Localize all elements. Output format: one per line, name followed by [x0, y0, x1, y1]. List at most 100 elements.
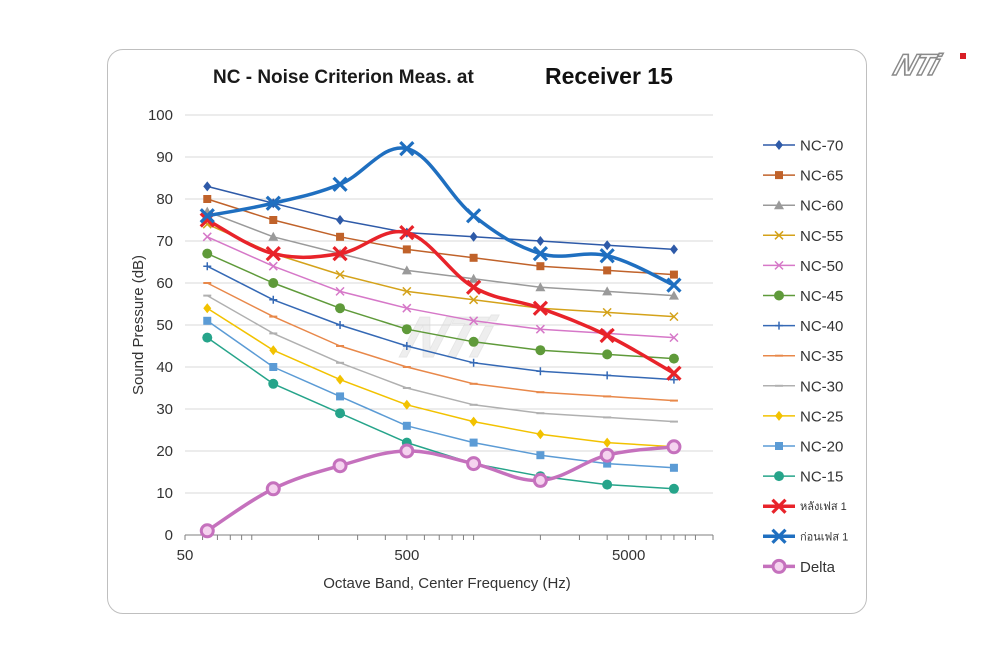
- series-13-line: [206, 146, 675, 287]
- series-14-point: [666, 439, 682, 455]
- series-1-point: [669, 270, 678, 279]
- series-10-point: [203, 316, 212, 325]
- series-1-point: [536, 262, 545, 271]
- series-3-point: [335, 270, 345, 280]
- legend-label: NC-65: [800, 168, 843, 185]
- legend-label: NC-35: [800, 348, 843, 365]
- legend-label: NC-70: [800, 138, 843, 155]
- series-10-point: [669, 463, 678, 472]
- series-13-point: [465, 208, 482, 224]
- series-10-point: [536, 451, 545, 460]
- series-2-point: [468, 273, 479, 283]
- series-2-point: [535, 282, 546, 292]
- series-12-point: [332, 245, 348, 262]
- y-tick-label: 70: [156, 233, 173, 250]
- series-6-point: [669, 375, 678, 384]
- series-13-point: [399, 140, 415, 157]
- series-7-line: [206, 282, 674, 402]
- chart-title-receiver: Receiver 15: [545, 63, 673, 89]
- series-12-point: [399, 224, 415, 241]
- legend-swatch-marker: [774, 260, 784, 270]
- series-13-point: [666, 277, 682, 293]
- series-10: [203, 316, 678, 472]
- series-8-line: [206, 294, 674, 423]
- x-axis-label: Octave Band, Center Frequency (Hz): [323, 575, 571, 592]
- series-1-line: [207, 198, 674, 276]
- series-12-point: [265, 245, 281, 262]
- series-3-point: [469, 295, 479, 305]
- series-12-line: [206, 218, 675, 375]
- y-tick-label: 100: [148, 107, 173, 124]
- series-11-point: [602, 479, 613, 490]
- legend-label: NC-50: [800, 258, 843, 275]
- x-tick-label: 50: [177, 547, 194, 564]
- legend-swatch-marker: [774, 200, 784, 210]
- y-tick-label: 60: [156, 275, 173, 292]
- series-6-line: [206, 265, 674, 381]
- series-11-point: [202, 332, 213, 343]
- series-6-point: [536, 367, 545, 376]
- x-tick-label: 5000: [612, 547, 645, 564]
- series-2-point: [401, 265, 412, 275]
- series-6-point: [336, 321, 345, 329]
- series-13-point: [332, 176, 348, 192]
- y-tick-label: 10: [156, 485, 173, 502]
- series-1-point: [336, 232, 345, 241]
- legend-label: NC-45: [800, 288, 843, 305]
- series-2-point: [268, 231, 279, 241]
- series-14-point: [199, 523, 215, 539]
- series-10-point: [603, 459, 612, 468]
- series-1-point: [203, 195, 212, 203]
- series-8: [203, 294, 678, 423]
- series-6-point: [402, 342, 411, 350]
- legend-swatch-marker: [774, 290, 784, 301]
- series-13: [199, 140, 682, 293]
- series-0-point: [203, 181, 212, 192]
- series-5-point: [268, 278, 279, 288]
- legend-swatch-marker: [774, 471, 784, 482]
- series-6-point: [603, 371, 612, 380]
- series-1: [203, 195, 678, 279]
- series-9-point: [536, 429, 545, 440]
- series-0-line: [207, 185, 674, 251]
- series-1-point: [402, 245, 411, 254]
- series-6-point: [203, 262, 212, 271]
- legend-label: Delta: [800, 559, 836, 576]
- legend-swatch-marker: [771, 498, 787, 514]
- legend-swatch-marker: [775, 140, 783, 150]
- y-tick-label: 30: [156, 401, 173, 418]
- legend-label: NC-15: [800, 469, 843, 486]
- series-4-point: [335, 286, 345, 296]
- series-12-point: [599, 327, 615, 344]
- series-4-line: [206, 236, 674, 339]
- series-9: [203, 303, 678, 452]
- series-12: [199, 212, 682, 381]
- series-14-point: [532, 472, 548, 488]
- legend-swatch-marker: [775, 171, 783, 180]
- series-10-line: [206, 320, 674, 469]
- series-1-point: [469, 253, 478, 262]
- legend-label: หลังเฟส 1: [800, 501, 847, 513]
- logo-dot: [960, 53, 966, 59]
- legend-label: NC-55: [800, 228, 843, 245]
- series-9-point: [603, 437, 612, 448]
- series-0-point: [603, 240, 612, 251]
- y-tick-label: 90: [156, 149, 173, 166]
- series-5-point: [335, 303, 346, 314]
- series-5-point: [535, 345, 546, 356]
- chart-title: NC - Noise Criterion Meas. at: [213, 67, 474, 88]
- axes: 0 10 20 30 40 50 60 70 80 90 100 50 500 5000: [148, 107, 714, 564]
- series-0-point: [336, 215, 345, 225]
- series-11-line: [206, 336, 674, 490]
- series-9-point: [469, 416, 478, 427]
- series-9-point: [269, 345, 278, 356]
- series-layer: [199, 140, 682, 539]
- legend-swatch-marker: [775, 410, 783, 421]
- legend-label: ก่อนเฟส 1: [800, 531, 848, 543]
- legend-swatch-marker: [775, 321, 783, 330]
- legend-swatch-marker: [771, 528, 787, 544]
- series-5: [202, 248, 679, 364]
- series-0-point: [536, 236, 545, 246]
- series-13-point: [599, 248, 615, 264]
